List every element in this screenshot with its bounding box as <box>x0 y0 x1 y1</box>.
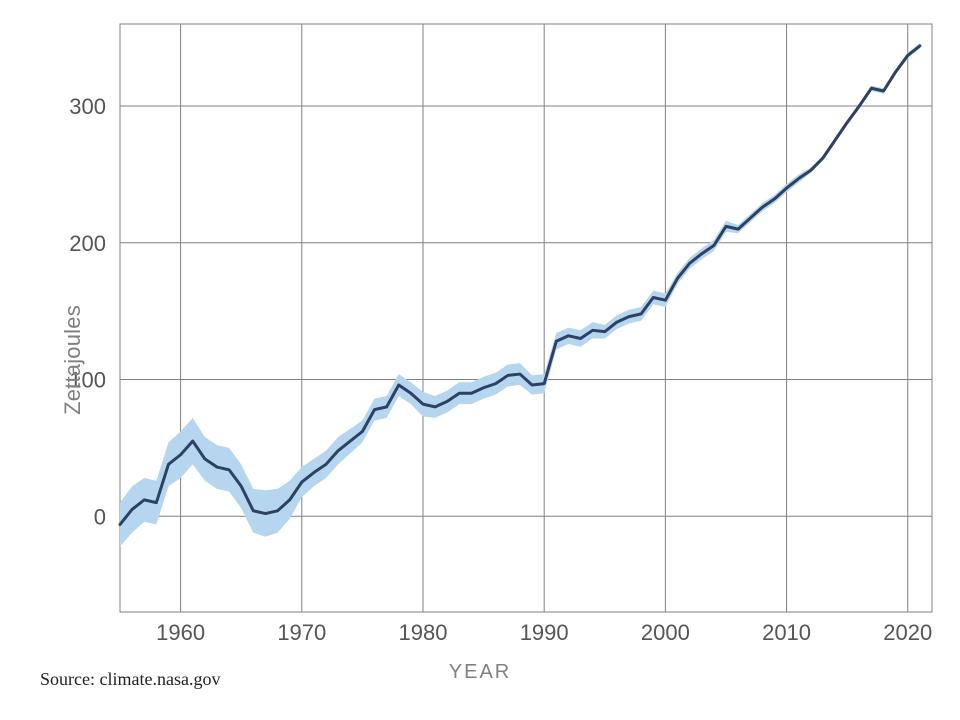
y-tick-label: 200 <box>69 231 106 256</box>
chart-container: Zettajoules 1960197019801990200020102020… <box>0 0 960 720</box>
x-tick-label: 1990 <box>520 620 569 645</box>
x-tick-label: 2010 <box>762 620 811 645</box>
x-tick-label: 1970 <box>277 620 326 645</box>
y-axis-label: Zettajoules <box>60 305 86 415</box>
plot-border <box>120 24 932 612</box>
x-tick-label: 2020 <box>883 620 932 645</box>
chart-svg: 19601970198019902000201020200100200300 <box>0 0 960 720</box>
data-line <box>120 46 920 525</box>
x-axis-label: YEAR <box>449 661 511 684</box>
x-tick-label: 1980 <box>399 620 448 645</box>
y-tick-label: 300 <box>69 94 106 119</box>
x-tick-label: 2000 <box>641 620 690 645</box>
source-attribution: Source: climate.nasa.gov <box>40 669 220 690</box>
confidence-band <box>120 43 920 546</box>
x-tick-label: 1960 <box>156 620 205 645</box>
y-tick-label: 0 <box>94 504 106 529</box>
